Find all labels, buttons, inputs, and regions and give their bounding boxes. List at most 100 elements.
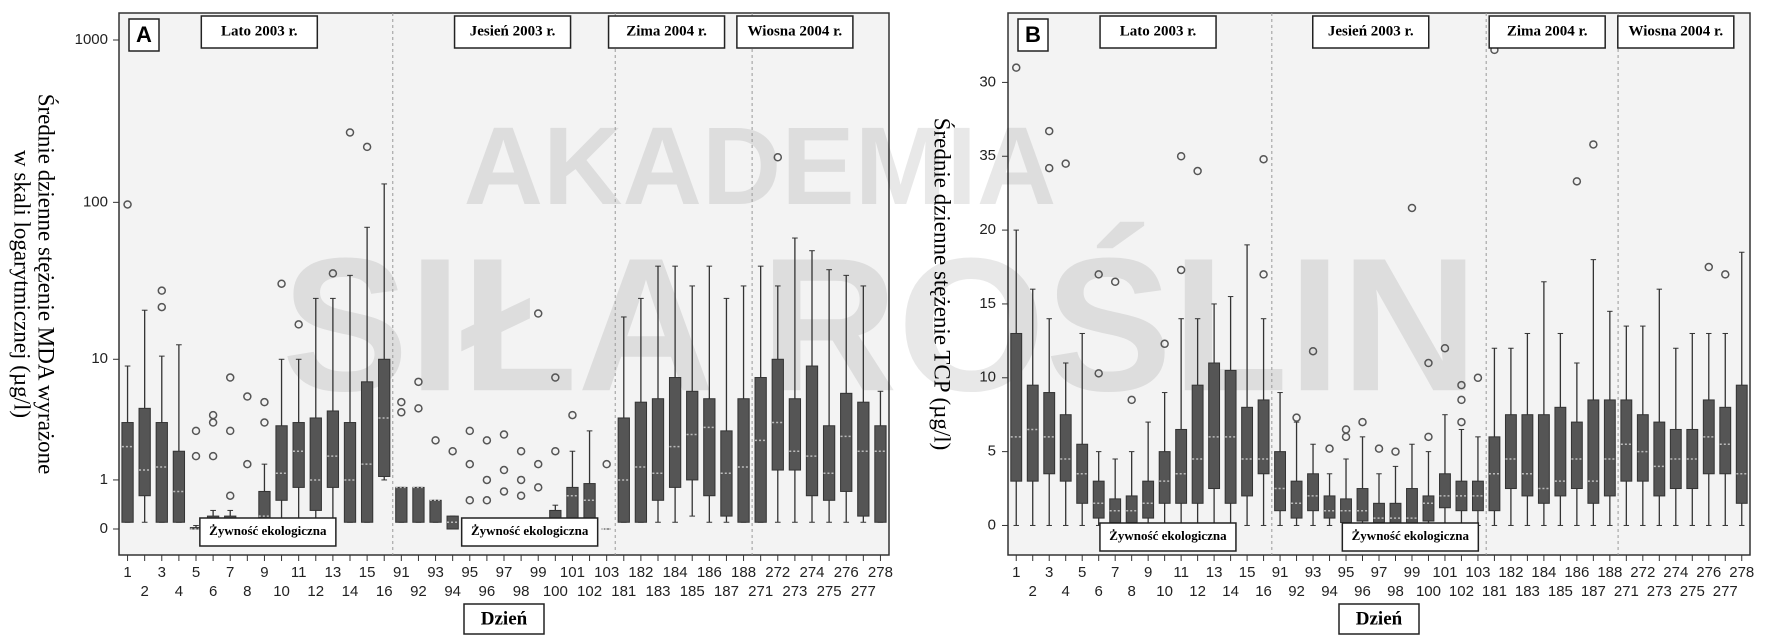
- box: [1175, 428, 1188, 504]
- panel-letter: B: [1025, 22, 1041, 47]
- box: [1191, 384, 1204, 504]
- outlier: [1193, 166, 1202, 176]
- outlier: [243, 459, 252, 469]
- x-tick-label: 274: [1663, 564, 1688, 581]
- outlier: [773, 152, 783, 162]
- outlier: [1704, 262, 1714, 272]
- x-tick-label: 187: [714, 583, 739, 600]
- x-tick-label: 7: [226, 564, 234, 581]
- outlier: [1292, 413, 1301, 422]
- box: [429, 499, 442, 523]
- outlier: [208, 451, 218, 461]
- annotation: Żywność ekologiczna: [1109, 528, 1227, 543]
- box: [309, 417, 322, 511]
- box: [155, 422, 168, 523]
- outlier: [1011, 63, 1021, 72]
- y-tick-label: 15: [979, 295, 996, 312]
- x-tick-label: 1: [1012, 564, 1020, 581]
- x-tick-label: 16: [376, 583, 393, 600]
- box: [1125, 495, 1138, 524]
- outlier: [1424, 432, 1433, 442]
- x-tick-label: 2: [140, 583, 148, 600]
- box: [1142, 480, 1155, 519]
- box: [874, 425, 887, 523]
- box: [292, 422, 305, 488]
- x-tick-label: 277: [851, 583, 876, 600]
- x-tick-label: 103: [1465, 564, 1490, 581]
- outlier: [225, 426, 235, 436]
- outlier: [260, 418, 269, 427]
- outlier: [1341, 432, 1351, 442]
- x-tick-label: 183: [645, 583, 670, 600]
- x-tick-label: 271: [1614, 583, 1639, 600]
- x-tick-label: 1: [123, 564, 131, 581]
- period-box: [200, 15, 319, 49]
- box: [1059, 414, 1072, 482]
- x-tick-label: 99: [530, 564, 547, 581]
- outlier: [1473, 373, 1483, 383]
- x-tick-label: 277: [1713, 583, 1738, 600]
- y-tick-label: 1: [100, 471, 108, 488]
- x-tick-label: 91: [1272, 564, 1289, 581]
- outlier: [1440, 343, 1450, 353]
- x-tick-label: 182: [628, 564, 653, 581]
- x-tick-label: 96: [1354, 583, 1371, 600]
- box: [1356, 488, 1369, 522]
- outlier: [243, 392, 252, 401]
- box: [788, 398, 802, 471]
- x-tick-label: 7: [1111, 564, 1119, 581]
- outlier: [345, 128, 355, 137]
- x-tick-label: 182: [1498, 564, 1523, 581]
- x-tick-label: 188: [731, 564, 756, 581]
- outlier: [328, 269, 338, 278]
- outlier: [551, 373, 560, 382]
- annotation: Żywność ekologiczna: [209, 523, 327, 538]
- outlier: [1391, 447, 1400, 456]
- outlier: [516, 475, 526, 485]
- x-tick-label: 10: [1156, 583, 1173, 600]
- outlier: [1358, 417, 1367, 427]
- x-tick-label: 16: [1255, 583, 1272, 600]
- box: [1274, 451, 1287, 512]
- x-tick-label: 100: [543, 583, 568, 600]
- period-label: Lato 2003 r.: [1120, 23, 1197, 39]
- x-tick-label: 12: [1189, 583, 1206, 600]
- box: [1043, 392, 1056, 475]
- period-box: [607, 15, 726, 49]
- outlier: [397, 397, 406, 407]
- x-tick-label: 93: [427, 564, 444, 581]
- box: [771, 358, 784, 471]
- x-tick-label: 6: [1095, 583, 1103, 600]
- x-tick-label: 14: [342, 583, 359, 600]
- x-tick-label: 11: [291, 564, 307, 581]
- box: [617, 417, 630, 523]
- box: [326, 410, 340, 488]
- box: [1735, 384, 1748, 504]
- x-tick-label: 6: [209, 583, 217, 600]
- outlier: [482, 475, 492, 485]
- outlier: [1457, 380, 1466, 390]
- x-tick-label: 94: [444, 583, 461, 600]
- period-label: Zima 2004 r.: [626, 23, 707, 39]
- x-tick-label: 3: [158, 564, 166, 581]
- period-label: Jesień 2003 r.: [1328, 23, 1414, 39]
- outlier: [414, 377, 423, 387]
- y-axis-title: w skali logarytmicznej (µg/l): [10, 150, 35, 418]
- outlier: [551, 446, 560, 456]
- outlier: [1374, 444, 1384, 453]
- outlier: [157, 302, 167, 312]
- box: [1587, 399, 1600, 504]
- box: [1323, 495, 1336, 519]
- x-tick-label: 100: [1416, 583, 1441, 600]
- x-tick-label: 274: [799, 564, 824, 581]
- outlier: [208, 418, 218, 427]
- x-tick-label: 94: [1321, 583, 1338, 600]
- x-title-box: [1338, 603, 1420, 635]
- box: [1422, 495, 1435, 522]
- y-tick-label: 0: [988, 516, 996, 533]
- outlier: [568, 410, 577, 420]
- x-tick-label: 186: [697, 564, 722, 581]
- x-tick-label: 92: [1288, 583, 1305, 600]
- box: [1521, 414, 1534, 497]
